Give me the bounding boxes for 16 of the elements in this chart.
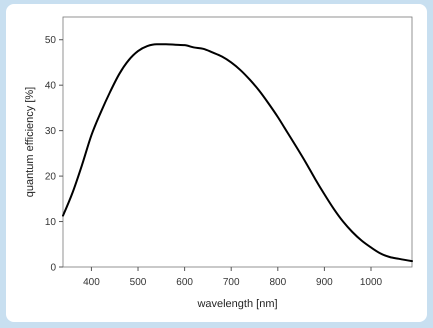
y-tick-label: 40 <box>44 80 56 92</box>
x-tick-label: 500 <box>130 277 147 288</box>
x-tick-label: 900 <box>316 277 334 288</box>
y-tick-label: 30 <box>44 126 56 138</box>
y-tick-label: 0 <box>50 262 56 274</box>
y-tick-label: 20 <box>44 172 56 183</box>
x-axis-title: wavelength [nm] <box>196 298 278 310</box>
y-tick-label: 10 <box>44 217 56 228</box>
x-tick-label: 800 <box>269 277 287 288</box>
x-tick-label: 600 <box>176 277 194 288</box>
y-tick-label: 50 <box>44 35 56 46</box>
x-tick-label: 400 <box>83 277 100 288</box>
line-series <box>62 43 413 262</box>
x-tick-label: 1000 <box>360 277 383 288</box>
x-tick-label: 700 <box>222 277 240 288</box>
y-axis-title: quantum efficiency [%] <box>24 86 36 198</box>
